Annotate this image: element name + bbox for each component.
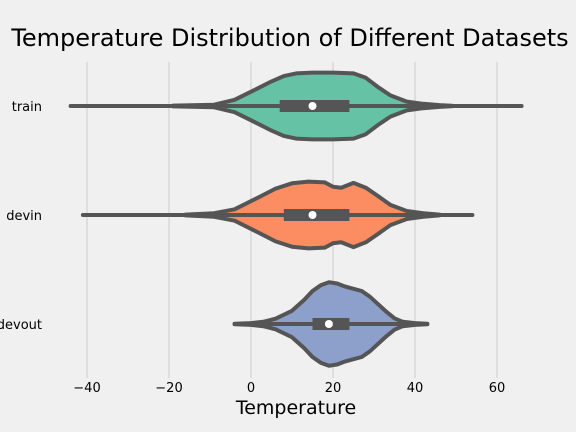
violins	[71, 73, 522, 366]
x-axis-label: Temperature	[235, 397, 356, 419]
median-dot	[309, 102, 317, 110]
x-tick-label: 60	[489, 381, 506, 396]
violin-devin	[83, 182, 473, 249]
x-tick-labels: −40 −20 0 20 40 60	[73, 381, 505, 396]
violin-train	[71, 73, 522, 140]
y-tick-label: devout	[0, 318, 42, 333]
violin-devout	[235, 282, 428, 366]
y-tick-label: devin	[6, 209, 42, 224]
x-tick-label: −40	[73, 381, 100, 396]
x-tick-label: 0	[247, 381, 255, 396]
median-dot	[309, 211, 317, 219]
x-tick-label: 20	[325, 381, 342, 396]
x-tick-label: −20	[155, 381, 182, 396]
iqr-box	[284, 209, 350, 221]
median-dot	[325, 320, 333, 328]
y-tick-labels: train devin devout	[0, 100, 42, 333]
chart-title: Temperature Distribution of Different Da…	[10, 24, 568, 52]
y-tick-label: train	[12, 100, 42, 115]
x-tick-label: 40	[407, 381, 424, 396]
